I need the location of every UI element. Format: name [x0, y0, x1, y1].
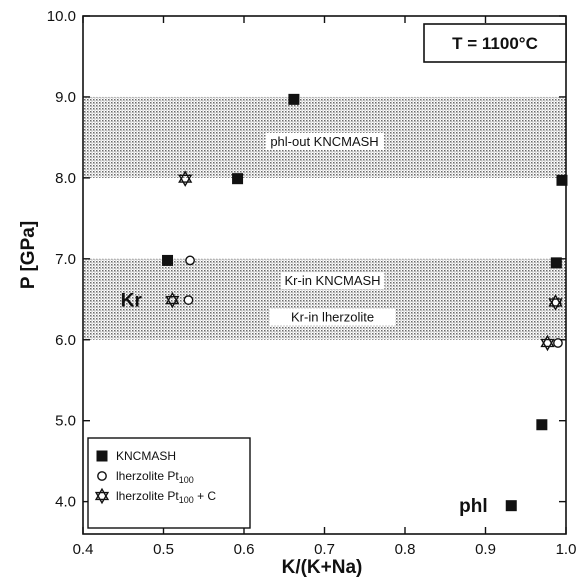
data-point-star: [548, 294, 563, 311]
data-point-star: [540, 334, 555, 352]
data-point-square: [505, 500, 517, 512]
shaded-band: [83, 258, 566, 340]
legend-marker-star: [94, 487, 110, 505]
y-tick-label: 10.0: [47, 8, 76, 25]
annotation-label: phl: [459, 496, 488, 517]
data-point-square: [288, 93, 300, 105]
x-tick-label: 0.4: [73, 541, 94, 558]
band-label: Kr-in KNCMASH: [285, 273, 381, 288]
band-label-background: [269, 308, 396, 326]
data-point-square: [536, 419, 548, 431]
x-tick-label: 0.9: [475, 541, 496, 558]
y-tick-label: 9.0: [55, 89, 76, 106]
y-tick-label: 5.0: [55, 413, 76, 430]
y-tick-label: 7.0: [55, 251, 76, 268]
band-label: phl-out KNCMASH: [270, 134, 378, 149]
condition-label: T = 1100°C: [452, 34, 538, 53]
data-point-square: [550, 257, 562, 269]
y-tick-label: 8.0: [55, 170, 76, 187]
data-point-square: [556, 174, 568, 186]
x-tick-label: 0.8: [395, 541, 416, 558]
x-tick-label: 0.5: [153, 541, 174, 558]
legend-entry-subscript: 100: [179, 475, 194, 485]
legend-entry-subscript: 100: [179, 495, 194, 505]
legend-entry-suffix: + C: [194, 489, 217, 503]
band-label: Kr-in lherzolite: [291, 310, 374, 325]
y-axis-title: P [GPa]: [18, 221, 39, 289]
legend-entry-label: KNCMASH: [116, 449, 176, 463]
legend-entry-label: lherzolite Pt100 + C: [116, 489, 216, 505]
band-label-background: [280, 272, 385, 290]
legend-marker-circle: [97, 471, 107, 481]
legend-box: [87, 437, 251, 529]
band-label-background: [265, 132, 384, 150]
condition-box: T = 1100°C: [423, 23, 567, 63]
data-point-square: [232, 173, 244, 185]
data-point-star: [178, 170, 193, 187]
annotation-label: Kr: [121, 290, 143, 311]
data-point-circle: [183, 295, 194, 305]
y-tick-label: 4.0: [55, 494, 76, 511]
legend-entry-label: lherzolite Pt100: [116, 469, 194, 485]
x-tick-label: 1.0: [556, 541, 577, 558]
legend-entry-text: KNCMASH: [116, 449, 176, 463]
data-point-star: [165, 291, 180, 309]
plot-frame: [82, 15, 567, 535]
x-tick-label: 0.6: [234, 541, 255, 558]
data-point-circle: [185, 255, 195, 266]
data-point-circle: [553, 338, 563, 348]
legend-entry-text: lherzolite Pt: [116, 489, 179, 503]
x-axis-title: K/(K+Na): [282, 557, 363, 578]
legend-marker-square: [96, 450, 108, 462]
legend-entry-text: lherzolite Pt: [116, 469, 179, 483]
y-tick-label: 6.0: [55, 332, 76, 349]
x-tick-label: 0.7: [314, 541, 335, 558]
data-point-square: [162, 254, 174, 266]
